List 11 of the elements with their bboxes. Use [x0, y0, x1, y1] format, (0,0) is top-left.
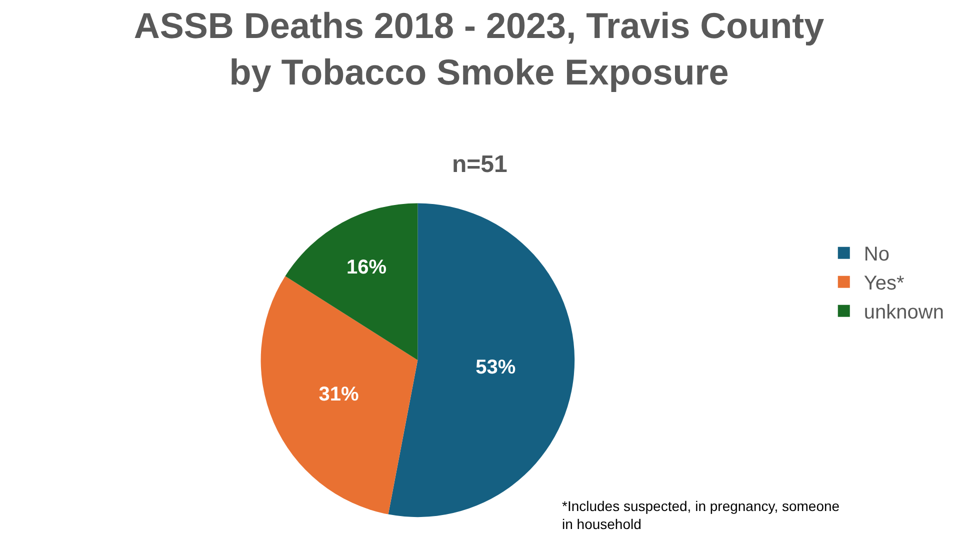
legend-label: Yes* [864, 272, 905, 295]
legend-label: No [864, 244, 890, 266]
pie-slice [260, 276, 418, 514]
legend-label: unknown [864, 302, 944, 324]
data-label: 53% [476, 356, 516, 379]
data-label: 16% [346, 256, 387, 278]
data-label: 31% [318, 383, 359, 406]
chart-subtitle: n=51 [452, 151, 508, 178]
text: *Includes suspected, in pregnancy, someone in household [562, 498, 840, 532]
chart-title: ASSB Deaths 2018 - 2023, Travis County by Tobacco Smoke Exposure [134, 4, 824, 93]
pie-slice [285, 203, 418, 360]
